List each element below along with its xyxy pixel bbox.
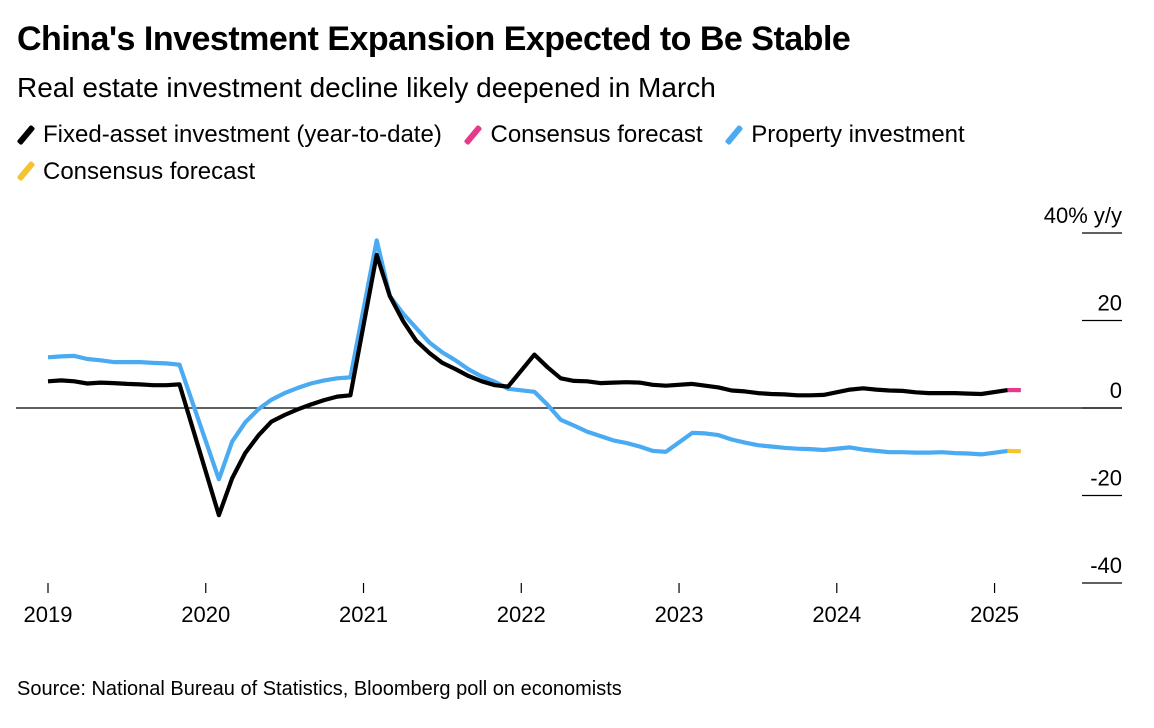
x-tick-label: 2025 [970, 602, 1019, 627]
y-tick-label: -20 [1090, 466, 1122, 491]
legend-label: Consensus forecast [490, 121, 703, 148]
x-tick-label: 2021 [339, 602, 388, 627]
legend-swatch-black [16, 124, 36, 145]
line-chart: 40% y/y 20 0 -20 -40 2019 2020 2021 2022 2023 2024… [16, 203, 1122, 627]
series-line-property-investment [47, 238, 1008, 482]
legend-label: Fixed-asset investment (year-to-date) [43, 121, 442, 148]
legend-item-property-consensus-forecast: Consensus forecast [16, 155, 256, 188]
source-note: Source: National Bureau of Statistics, B… [17, 678, 622, 700]
legend-swatch-yellow [16, 160, 36, 182]
legend-label: Property investment [751, 121, 965, 148]
legend-item-fixed-asset-investment: Fixed-asset investment (year-to-date) [16, 118, 442, 151]
legend-label: Consensus forecast [43, 157, 256, 185]
chart-subtitle: Real estate investment decline likely de… [17, 72, 716, 103]
legend-swatch-pink [464, 124, 483, 145]
y-tick-label: 20 [1098, 291, 1122, 316]
y-tick-label: 0 [1110, 378, 1122, 403]
chart-title: China's Investment Expansion Expected to… [17, 20, 851, 58]
legend-item-fai-consensus-forecast: Consensus forecast [464, 118, 703, 151]
x-tick-label: 2019 [24, 602, 73, 627]
y-tick-label: 40% y/y [1044, 203, 1122, 228]
legend: Fixed-asset investment (year-to-date) Co… [16, 118, 1117, 191]
legend-swatch-blue [724, 124, 744, 145]
x-tick-label: 2024 [812, 602, 861, 627]
series-line-fixed-asset-investment [47, 252, 1009, 518]
x-tick-label: 2022 [497, 602, 546, 627]
y-tick-label: -40 [1090, 553, 1122, 578]
legend-item-property-investment: Property investment [724, 118, 965, 151]
x-tick-label: 2023 [655, 602, 704, 627]
x-tick-label: 2020 [181, 602, 230, 627]
